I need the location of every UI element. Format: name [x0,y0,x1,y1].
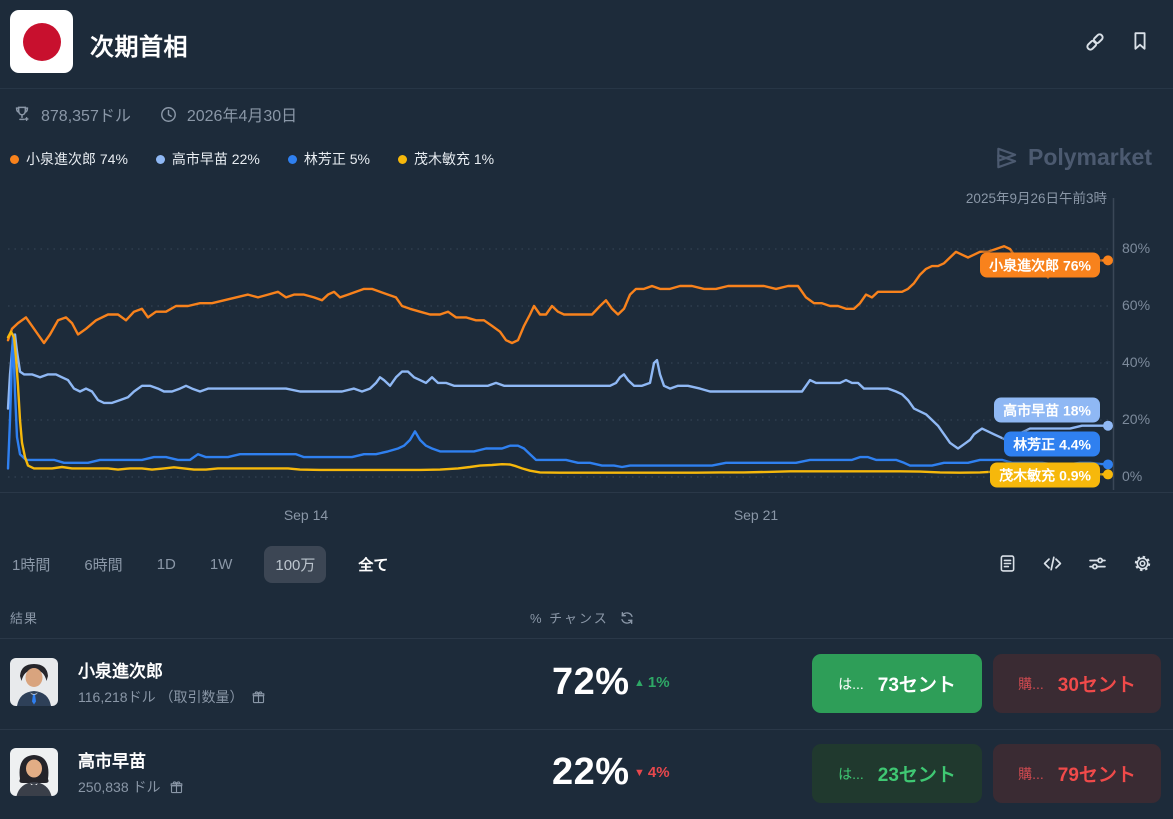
chart-timestamp: 2025年9月26日午前3時 [965,191,1107,206]
time-range-1d[interactable]: 1D [156,556,176,573]
y-axis-tick: 80% [1122,240,1151,256]
time-range-1m[interactable]: 100万 [264,546,327,583]
outcome-name[interactable]: 高市早苗 [78,752,146,771]
outcome-row-takaichi[interactable]: 高市早苗 250,838 ドル 22% ▼ 4% は... 23セント 購...… [0,731,1173,819]
refresh-icon[interactable] [619,610,635,626]
buy-yes-button[interactable]: は... 73セント [812,654,982,713]
gift-icon[interactable] [251,690,266,705]
market-flag-japan [10,10,73,73]
time-range-1w[interactable]: 1W [209,556,233,573]
outcome-volume: 250,838 ドル [78,779,161,795]
delta-down-icon: ▼ [634,766,645,779]
legend-label: 林芳正 5% [303,151,370,167]
series-label-badge: 高市早苗 18% [994,397,1100,423]
legend-item[interactable]: 林芳正 5% [287,149,370,169]
time-range-6h[interactable]: 6時間 [84,557,123,574]
gear-icon[interactable] [1132,553,1153,574]
chart-bottom-border [0,492,1173,493]
price-chart-svg [6,198,1115,490]
series-end-dot [1103,420,1113,431]
legend-item[interactable]: 小泉進次郎 74% [10,149,128,169]
legend-label: 高市早苗 22% [171,151,260,167]
series-line [6,330,1110,476]
japan-flag-circle [22,22,61,61]
time-range-all[interactable]: 全て [358,557,389,574]
polymarket-logo-icon [994,145,1020,171]
series-label-badge: 小泉進次郎 76% [980,252,1100,278]
sliders-icon[interactable] [1087,553,1108,574]
x-axis-tick: Sep 14 [283,507,329,523]
series-end-dot [1103,469,1113,480]
page-title: 次期首相 [90,34,188,61]
y-axis-tick: 40% [1122,354,1151,370]
y-axis-tick: 60% [1122,297,1151,313]
avatar-koizumi [10,658,58,706]
polymarket-watermark: Polymarket [994,144,1152,171]
outcome-delta: ▼ 4% [634,764,670,781]
chart-legend: 小泉進次郎 74% 高市早苗 22% 林芳正 5% 茂木敏充 1% [10,149,494,169]
series-line [6,333,1110,470]
buy-yes-button[interactable]: は... 23セント [812,744,982,803]
buy-no-button[interactable]: 購... 30セント [993,654,1161,713]
series-label-badge: 茂木敏充 0.9% [990,462,1100,488]
y-axis-tick: 20% [1122,411,1151,427]
link-icon[interactable] [1083,30,1107,54]
outcome-row-koizumi[interactable]: 小泉進次郎 116,218ドル （取引数量） 72% ▲ 1% は... 73セ… [0,641,1173,729]
price-chart[interactable]: 0% 20% 40% 60% 80% 小泉進次郎 76% 高市早苗 18% 林芳正 4.4% 茂… [0,190,1173,530]
series-label-badge: 林芳正 4.4% [1004,431,1100,457]
gift-icon[interactable] [169,780,184,795]
legend-item[interactable]: 茂木敏充 1% [397,149,495,169]
watermark-text: Polymarket [1027,144,1152,170]
outcome-chance: 72% [552,661,630,703]
time-range-selector: 1時間 6時間 1D 1W 100万 全て [10,546,390,583]
avatar-takaichi [10,748,58,796]
x-axis-tick: Sep 21 [733,507,779,523]
outcome-volume: 116,218ドル （取引数量） [78,689,244,705]
y-axis-tick: 0% [1122,468,1143,484]
market-stats: 878,357ドル 2026年4月30日 [12,102,297,126]
legend-dot [397,154,407,164]
series-end-dot [1103,459,1113,470]
legend-dot [287,154,297,164]
legend-dot [10,154,19,164]
news-icon[interactable] [997,553,1018,574]
legend-dot [155,154,165,164]
volume-value: 878,357ドル [41,108,131,125]
legend-label: 小泉進次郎 74% [26,151,128,167]
legend-item[interactable]: 高市早苗 22% [155,149,260,169]
trophy-icon [12,104,32,124]
bookmark-icon[interactable] [1129,30,1151,54]
series-line [6,333,1110,450]
divider [0,638,1173,639]
outcome-delta: ▲ 1% [634,674,670,691]
outcomes-header-right: % チャンス [530,611,609,626]
time-range-1h[interactable]: 1時間 [12,557,51,574]
series-end-dot [1103,255,1113,266]
legend-label: 茂木敏充 1% [413,151,495,167]
header-divider [0,88,1173,89]
outcome-chance: 22% [552,751,630,793]
embed-code-icon[interactable] [1042,553,1063,574]
divider [0,729,1173,730]
series-line [6,245,1110,345]
outcome-name[interactable]: 小泉進次郎 [78,662,163,681]
delta-up-icon: ▲ [634,676,645,689]
buy-no-button[interactable]: 購... 79セント [993,744,1161,803]
outcomes-header-left: 結果 [10,611,39,626]
clock-icon [159,105,178,124]
end-date: 2026年4月30日 [186,108,298,125]
